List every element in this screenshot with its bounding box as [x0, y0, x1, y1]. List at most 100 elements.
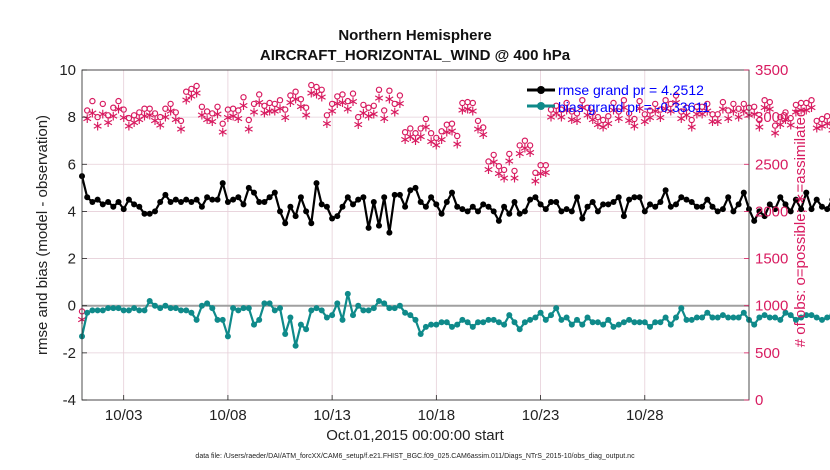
rmse-point	[152, 208, 158, 215]
bias-point	[428, 321, 435, 328]
obs-assimilated-point: ∗	[191, 86, 203, 102]
obs-possible-point	[485, 158, 492, 165]
bias-point	[381, 300, 388, 307]
bias-point	[485, 316, 492, 323]
obs-possible-point	[818, 115, 826, 123]
rmse-point	[667, 203, 674, 210]
y-left-tick-label: 8	[68, 109, 76, 126]
rmse-point	[683, 196, 690, 203]
obs-assimilated-point: ∗	[446, 123, 458, 139]
obs-assimilated-point: ∗	[279, 110, 291, 126]
obs-possible-point	[568, 108, 576, 115]
rmse-point	[600, 201, 607, 208]
obs-possible-point	[334, 93, 341, 100]
bias-point	[683, 316, 690, 323]
obs-assimilated-point: ∗	[196, 107, 208, 123]
bias-point	[678, 305, 685, 312]
rmse-point	[605, 201, 612, 208]
obs-assimilated-point: ∗	[587, 112, 599, 128]
rmse-point	[297, 194, 304, 201]
y-right-tick-label: 500	[755, 345, 780, 362]
bias-point	[605, 316, 612, 323]
bias-point	[178, 307, 184, 314]
obs-possible-point	[130, 112, 138, 119]
bias-point	[516, 326, 523, 333]
rmse-point	[636, 194, 643, 201]
rmse-point	[433, 201, 440, 208]
obs-possible-point	[151, 110, 159, 117]
obs-assimilated-point: ∗	[222, 110, 234, 126]
bias-point	[600, 321, 607, 328]
obs-possible-point	[261, 102, 268, 110]
obs-possible-point	[480, 124, 487, 131]
obs-possible-point	[704, 100, 711, 108]
legend: rmse grand pr = 4.2512 bias grand pr = -…	[527, 82, 710, 115]
bias-series	[79, 290, 830, 349]
rmse-point	[422, 203, 429, 210]
bias-point	[589, 319, 596, 326]
rmse-point	[709, 203, 716, 210]
obs-assimilated-point: ∗	[404, 129, 416, 145]
bias-point	[725, 314, 732, 321]
obs-assimilated-point: ∗	[655, 110, 667, 126]
obs-assimilated-point: ∗	[670, 95, 682, 111]
bias-point	[756, 314, 763, 321]
rmse-point	[454, 203, 461, 210]
obs-possible-point	[625, 110, 633, 117]
bias-point	[261, 300, 268, 307]
x-tick-label: 10/18	[418, 407, 456, 424]
bias-point	[594, 319, 601, 326]
bias-point	[152, 302, 158, 309]
bias-point	[449, 323, 455, 330]
bias-point	[355, 302, 362, 309]
obs-possible-point	[355, 113, 362, 121]
obs-assimilated-point: ∗	[764, 102, 776, 118]
obs-assimilated-point: ∗	[212, 106, 224, 122]
bias-point	[365, 307, 372, 314]
rmse-point	[490, 208, 497, 215]
obs-possible-point	[495, 162, 503, 170]
obs-possible-point	[110, 104, 117, 111]
rmse-point	[558, 208, 565, 215]
obs-assimilated-point: ∗	[232, 111, 244, 127]
obs-possible-point	[803, 99, 810, 107]
obs-possible-point	[792, 101, 800, 109]
obs-possible-point	[521, 137, 529, 144]
rmse-point	[131, 201, 138, 208]
plot-area	[82, 70, 749, 400]
y-left-tick-label: 0	[68, 298, 76, 315]
obs-possible-point	[209, 110, 216, 117]
obs-assimilated-point: ∗	[597, 120, 609, 136]
x-tick-label: 10/08	[209, 407, 247, 424]
rmse-point	[615, 194, 622, 201]
obs-possible-point	[782, 109, 789, 116]
rmse-point	[365, 224, 372, 231]
rmse-point	[344, 194, 351, 201]
obs-assimilated-point: ∗	[602, 116, 614, 132]
bias-point	[214, 316, 221, 323]
obs-assimilated-point: ∗	[701, 104, 713, 120]
rmse-point	[772, 206, 779, 213]
obs-possible-point	[407, 125, 414, 132]
rmse-point	[219, 180, 226, 187]
obs-assimilated-point: ∗	[665, 104, 677, 120]
obs-possible-point	[297, 95, 305, 103]
obs-assimilated-point: ∗	[123, 119, 135, 135]
bias-point	[235, 307, 242, 314]
rmse-point	[282, 220, 289, 227]
rmse-point	[808, 206, 815, 213]
obs-possible-point	[725, 107, 732, 114]
rmse-point	[813, 196, 820, 203]
rmse-point	[803, 189, 810, 196]
obs-possible-point	[120, 106, 127, 113]
obs-possible-point	[323, 112, 331, 119]
bias-point	[699, 314, 706, 321]
obs-assimilated-point: ∗	[389, 105, 401, 121]
bias-point	[172, 305, 179, 312]
obs-assimilated-point: ∗	[811, 121, 823, 137]
obs-possible-point	[631, 115, 638, 123]
rmse-point	[449, 189, 455, 196]
bias-point	[94, 307, 101, 314]
obs-possible-point	[761, 96, 768, 104]
